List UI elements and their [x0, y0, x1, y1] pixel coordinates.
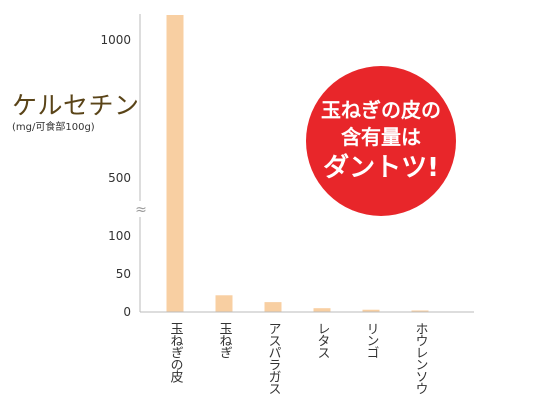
- category-label: レタス: [315, 322, 330, 359]
- bar: [264, 302, 282, 312]
- y-tick-label: 1000: [100, 33, 131, 47]
- category-label: 玉ねぎの皮: [168, 322, 184, 383]
- category-label: アスパラガス: [266, 322, 282, 395]
- bar: [313, 308, 331, 312]
- y-axis-unit-label: (mg/可食部100g): [12, 122, 95, 133]
- axis-break-mark: ≈: [135, 202, 147, 218]
- y-tick-label: 50: [116, 267, 131, 281]
- category-label: ホウレンソウ: [413, 322, 428, 395]
- y-axis-label: ケルセチン: [12, 91, 140, 120]
- category-label: 玉ねぎ: [217, 322, 233, 358]
- bar: [411, 310, 429, 312]
- callout-line-1: 玉ねぎの皮の: [321, 98, 441, 122]
- callout-line-3: ダントツ!: [323, 153, 439, 183]
- bar: [166, 15, 184, 312]
- category-label: リンゴ: [364, 322, 379, 358]
- callout-line-2: 含有量は: [341, 125, 421, 149]
- bar: [362, 309, 380, 312]
- y-tick-label: 100: [108, 229, 131, 243]
- y-tick-label: 0: [123, 305, 131, 319]
- bar: [215, 295, 233, 312]
- highlight-callout-badge: 玉ねぎの皮の 含有量は ダントツ!: [306, 66, 456, 216]
- y-tick-label: 500: [108, 171, 131, 185]
